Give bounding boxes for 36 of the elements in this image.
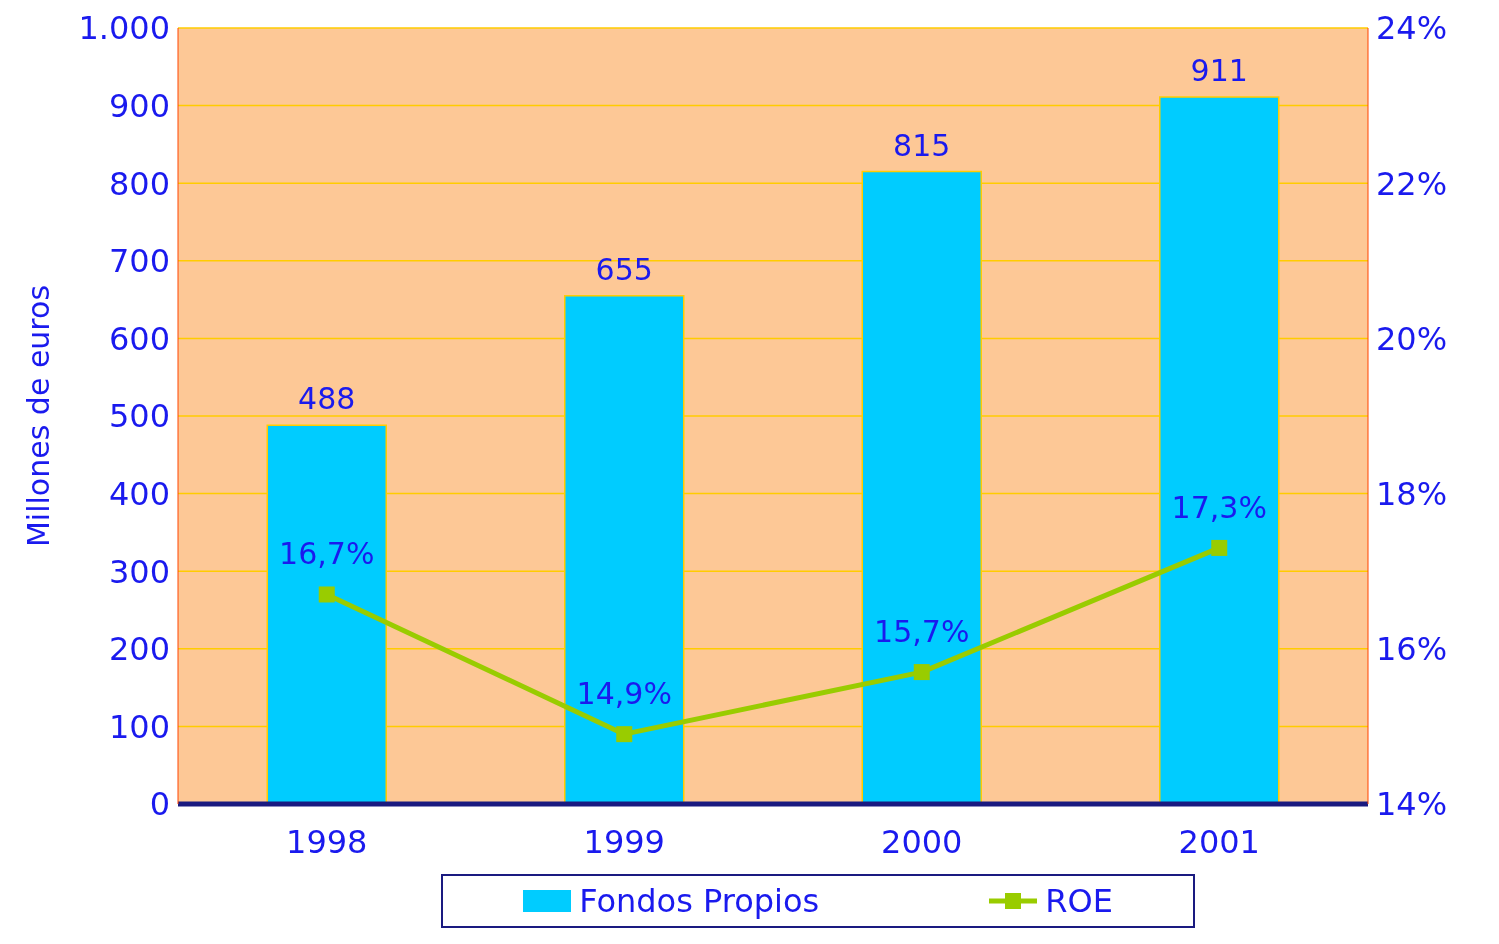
y-tick-label: 100: [108, 707, 170, 746]
x-tick-label: 2000: [881, 822, 963, 861]
legend-label: ROE: [1045, 882, 1113, 920]
y2-tick-label: 16%: [1376, 630, 1448, 669]
data-label: 488: [298, 381, 356, 417]
y2-tick-label: 14%: [1376, 785, 1448, 824]
data-label: 815: [893, 127, 951, 163]
y-tick-label: 700: [108, 242, 170, 281]
y-axis-title: Millones de euros: [20, 284, 56, 548]
x-tick-label: 1999: [583, 822, 665, 861]
y-tick-label: 500: [108, 397, 170, 436]
point: [1211, 539, 1228, 556]
y-tick-label: 800: [108, 164, 170, 203]
y2-tick-label: 18%: [1376, 474, 1448, 513]
data-label: 17,3%: [1171, 489, 1267, 525]
data-label: 655: [595, 251, 653, 287]
data-label: 15,7%: [874, 614, 970, 650]
point: [318, 586, 335, 603]
point: [616, 726, 633, 743]
legend-label: Fondos Propios: [579, 882, 820, 920]
data-label: 16,7%: [279, 536, 375, 572]
y-tick-label: 0: [149, 785, 170, 824]
point: [913, 664, 930, 681]
x-tick-label: 1998: [286, 822, 368, 861]
y2-tick-label: 20%: [1376, 319, 1448, 358]
y-tick-label: 200: [108, 630, 170, 669]
y-tick-label: 900: [108, 86, 170, 125]
x-tick-label: 2001: [1178, 822, 1260, 861]
y2-tick-label: 24%: [1376, 9, 1448, 48]
y-tick-label: 300: [108, 552, 170, 591]
data-label: 911: [1190, 53, 1248, 89]
y2-tick-label: 22%: [1376, 164, 1448, 203]
data-label: 14,9%: [576, 676, 672, 712]
y-tick-label: 1.000: [78, 9, 170, 48]
y-tick-label: 600: [108, 319, 170, 358]
y-tick-label: 400: [108, 474, 170, 513]
